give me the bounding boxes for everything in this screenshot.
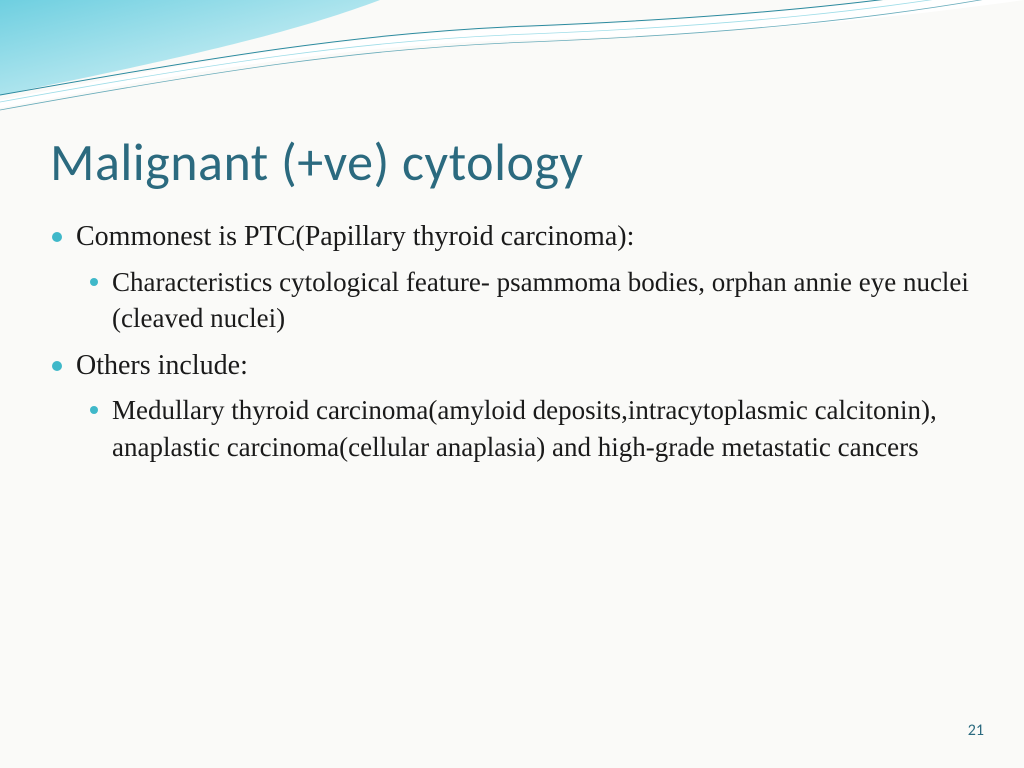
sub-bullet-text: Characteristics cytological feature- psa… — [112, 267, 969, 333]
sub-bullet-list: Characteristics cytological feature- psa… — [76, 264, 974, 337]
sub-bullet-item: Characteristics cytological feature- psa… — [112, 264, 974, 337]
bullet-list: Commonest is PTC(Papillary thyroid carci… — [50, 218, 974, 465]
bullet-item: Commonest is PTC(Papillary thyroid carci… — [76, 218, 974, 337]
bullet-text: Others include: — [76, 350, 248, 381]
bullet-text: Commonest is PTC(Papillary thyroid carci… — [76, 221, 634, 252]
slide-content: Malignant (+ve) cytology Commonest is PT… — [50, 130, 974, 475]
sub-bullet-item: Medullary thyroid carcinoma(amyloid depo… — [112, 392, 974, 465]
sub-bullet-text: Medullary thyroid carcinoma(amyloid depo… — [112, 395, 937, 461]
slide-title: Malignant (+ve) cytology — [50, 130, 974, 194]
page-number: 21 — [968, 721, 984, 740]
bullet-item: Others include: Medullary thyroid carcin… — [76, 347, 974, 466]
sub-bullet-list: Medullary thyroid carcinoma(amyloid depo… — [76, 392, 974, 465]
